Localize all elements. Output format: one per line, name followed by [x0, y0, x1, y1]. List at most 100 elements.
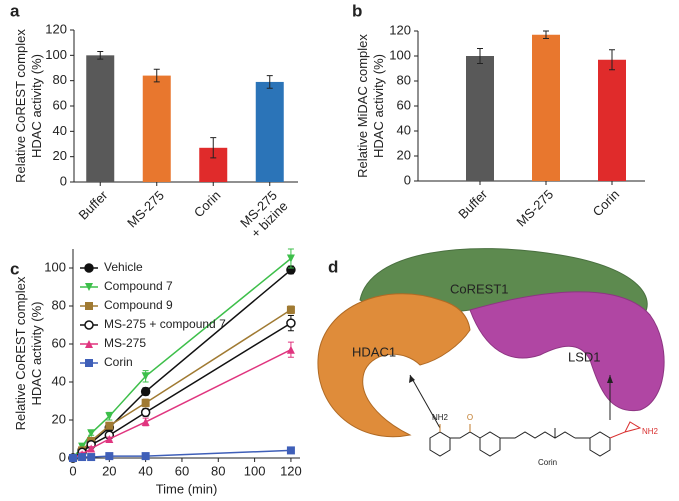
x-tick-label: MS-275 — [124, 188, 167, 231]
y-axis-label: Relative CoREST complexHDAC activity (%) — [13, 276, 44, 430]
group-label: NH2 — [432, 413, 449, 422]
diagram: d CoREST1 HDAC1 LSD1 Corin NH2 O NH2 — [317, 248, 665, 467]
panel-label: a — [10, 1, 20, 20]
bar — [532, 34, 560, 181]
y-tick-label: 40 — [52, 373, 66, 388]
x-tick-label: 120 — [280, 463, 302, 478]
x-tick-label: 20 — [102, 463, 116, 478]
marker — [105, 452, 114, 461]
legend-label: Compound 9 — [104, 298, 173, 312]
legend-marker — [85, 340, 93, 348]
marker — [140, 407, 151, 418]
y-axis-label: Relative CoREST complexHDAC activity (%) — [13, 29, 44, 183]
arrowhead — [607, 375, 613, 383]
error-bar — [609, 49, 615, 71]
legend-label: Corin — [104, 355, 133, 369]
molecule — [429, 421, 642, 457]
marker — [141, 452, 150, 461]
error-bar — [153, 68, 160, 83]
marker — [140, 386, 151, 397]
panel-label: d — [328, 257, 338, 276]
y-tick-label: 0 — [59, 449, 66, 464]
y-axis-label: Relative MiDAC complexHDAC activity (%) — [355, 34, 386, 178]
marker — [286, 254, 295, 263]
y-tick-label: 20 — [53, 148, 67, 163]
y-tick-label: 40 — [397, 122, 411, 137]
molecule-label: Corin — [538, 458, 557, 467]
marker — [286, 345, 295, 354]
y-tick-label: 60 — [397, 97, 411, 112]
legend-marker — [85, 283, 93, 291]
marker — [141, 417, 150, 426]
y-tick-label: 120 — [389, 22, 411, 37]
marker — [87, 453, 96, 462]
x-tick-label: MS-275+ bizine — [237, 188, 290, 241]
y-tick-label: 0 — [404, 172, 411, 187]
marker — [286, 446, 295, 455]
arrow — [409, 374, 441, 429]
region-label: HDAC1 — [352, 344, 396, 359]
marker — [286, 305, 295, 314]
x-tick-label: 40 — [138, 463, 152, 478]
lsd1-shape — [469, 291, 665, 412]
y-tick-label: 20 — [52, 411, 66, 426]
legend-marker — [85, 302, 93, 310]
y-tick-label: 60 — [52, 335, 66, 350]
marker — [105, 421, 114, 430]
y-tick-label: 60 — [53, 97, 67, 112]
marker — [69, 454, 77, 462]
legend-label: MS-275 — [104, 336, 146, 350]
legend-marker — [85, 359, 93, 367]
legend-label: Vehicle — [104, 260, 143, 274]
panel-label: b — [352, 1, 362, 20]
marker — [78, 453, 87, 462]
group-label: O — [467, 413, 473, 422]
bar — [86, 55, 115, 183]
legend-marker — [84, 320, 94, 330]
group-label: NH2 — [642, 427, 659, 436]
legend-label: MS-275 + compound 7 — [104, 317, 226, 331]
x-tick-label: Buffer — [76, 187, 111, 222]
marker — [286, 318, 296, 328]
x-tick-label: Corin — [191, 188, 224, 221]
x-tick-label: Corin — [590, 187, 623, 220]
x-tick-label: 60 — [175, 463, 189, 478]
error-bar — [266, 75, 273, 89]
x-tick-label: 80 — [211, 463, 225, 478]
y-tick-label: 100 — [44, 259, 66, 274]
marker — [87, 429, 96, 438]
error-bar — [97, 51, 104, 60]
marker — [105, 435, 114, 443]
legend-marker — [84, 263, 94, 273]
error-bar — [210, 137, 217, 159]
y-tick-label: 40 — [53, 123, 67, 138]
x-tick-label: 0 — [69, 463, 76, 478]
y-tick-label: 100 — [389, 47, 411, 62]
legend-label: Compound 7 — [104, 279, 173, 293]
error-bar — [543, 30, 549, 39]
x-axis-label: Time (min) — [156, 481, 218, 496]
bar — [142, 75, 171, 182]
region-label: LSD1 — [568, 349, 601, 364]
arrowhead — [409, 375, 415, 383]
y-tick-label: 120 — [45, 21, 67, 36]
y-tick-label: 0 — [60, 173, 67, 188]
x-tick-label: MS-275 — [514, 187, 557, 230]
marker — [141, 372, 150, 381]
x-tick-label: 100 — [244, 463, 266, 478]
y-tick-label: 80 — [52, 297, 66, 312]
bar — [255, 81, 284, 182]
y-tick-label: 20 — [397, 147, 411, 162]
marker — [141, 398, 150, 407]
x-tick-label: Buffer — [456, 186, 491, 221]
y-tick-label: 80 — [53, 72, 67, 87]
bar — [466, 56, 494, 181]
hdac1-shape — [317, 293, 471, 438]
error-bar — [477, 48, 483, 64]
y-tick-label: 80 — [397, 72, 411, 87]
region-label: CoREST1 — [450, 281, 509, 296]
marker — [87, 444, 96, 453]
panel-label: c — [10, 259, 19, 278]
y-tick-label: 100 — [45, 47, 67, 62]
